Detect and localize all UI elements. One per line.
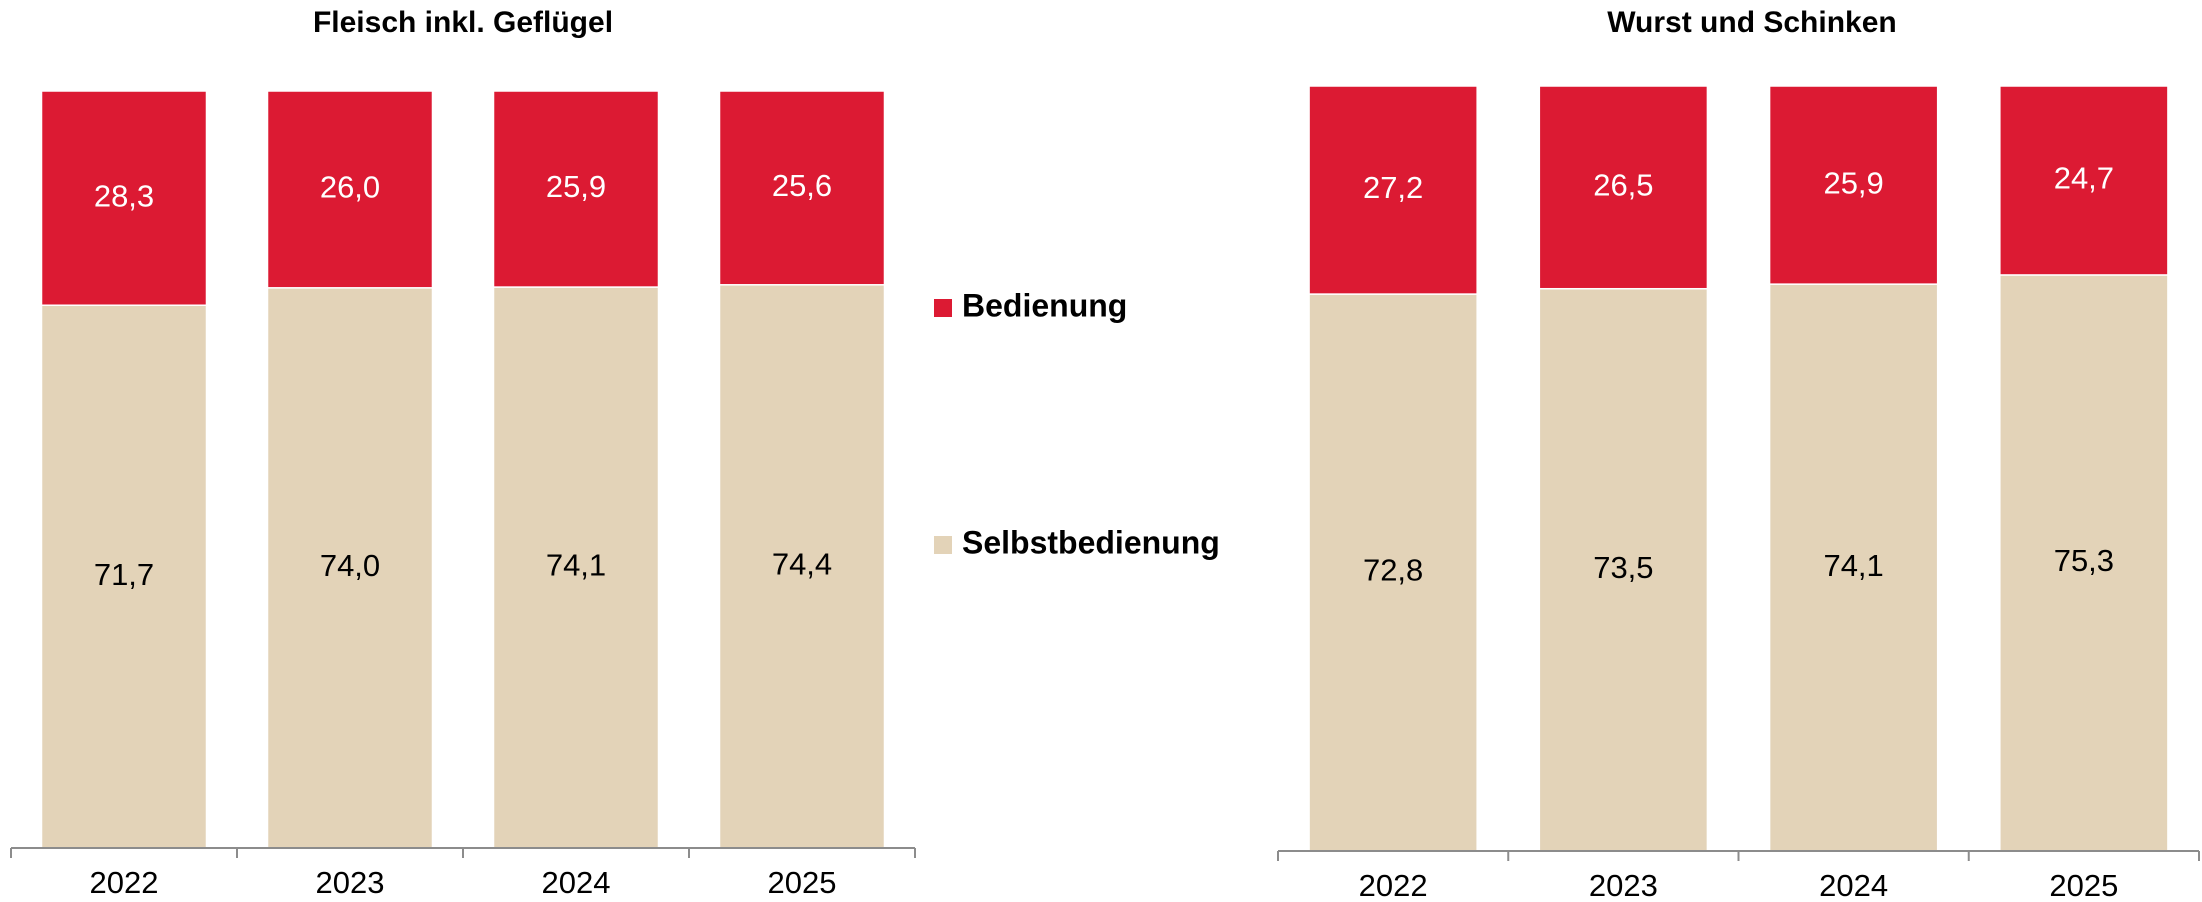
bar-segment (718, 90, 886, 286)
data-label: 28,3 (94, 178, 154, 213)
x-tick-label: 2024 (1819, 868, 1888, 902)
bar-segment (266, 90, 434, 289)
data-label: 25,9 (546, 169, 606, 204)
bar-segment (266, 287, 434, 849)
data-label: 71,7 (94, 557, 154, 592)
bar-segment (492, 90, 660, 288)
bar-segment (1308, 85, 1478, 295)
data-label: 74,0 (320, 548, 380, 583)
bar-segment (1999, 85, 2169, 276)
data-label: 74,1 (1823, 548, 1883, 583)
chart-title: Fleisch inkl. Geflügel (313, 6, 613, 39)
x-tick-label: 2025 (2049, 868, 2118, 902)
data-label: 74,4 (772, 547, 832, 582)
x-tick-label: 2024 (542, 865, 611, 900)
bar-segment (1538, 287, 1709, 852)
legend-swatch (934, 536, 952, 554)
data-label: 25,6 (772, 168, 832, 203)
bar-segment (718, 284, 886, 849)
data-label: 26,0 (320, 170, 380, 205)
x-tick-label: 2022 (90, 865, 159, 900)
legend-label: Selbstbedienung (962, 524, 1220, 560)
data-label: 25,9 (1823, 165, 1883, 200)
bar-segment (1768, 85, 1939, 285)
bar-segment (1538, 85, 1709, 290)
x-tick-label: 2025 (768, 865, 837, 900)
x-tick-label: 2023 (1589, 868, 1658, 902)
bar-segment (1999, 274, 2169, 852)
data-label: 27,2 (1363, 170, 1423, 205)
bar-segment (40, 304, 208, 849)
data-label: 74,1 (546, 548, 606, 583)
x-tick-label: 2023 (316, 865, 385, 900)
chart-title: Wurst und Schinken (1607, 6, 1896, 39)
legend-swatch (934, 299, 952, 317)
data-label: 75,3 (2054, 543, 2114, 578)
x-tick-label: 2022 (1359, 868, 1428, 902)
data-label: 26,5 (1593, 168, 1653, 203)
data-label: 24,7 (2054, 161, 2114, 196)
data-label: 72,8 (1363, 553, 1423, 588)
bar-segment (1768, 283, 1939, 852)
data-label: 73,5 (1593, 550, 1653, 585)
legend-label: Bedienung (962, 287, 1127, 323)
bar-segment (40, 90, 208, 306)
